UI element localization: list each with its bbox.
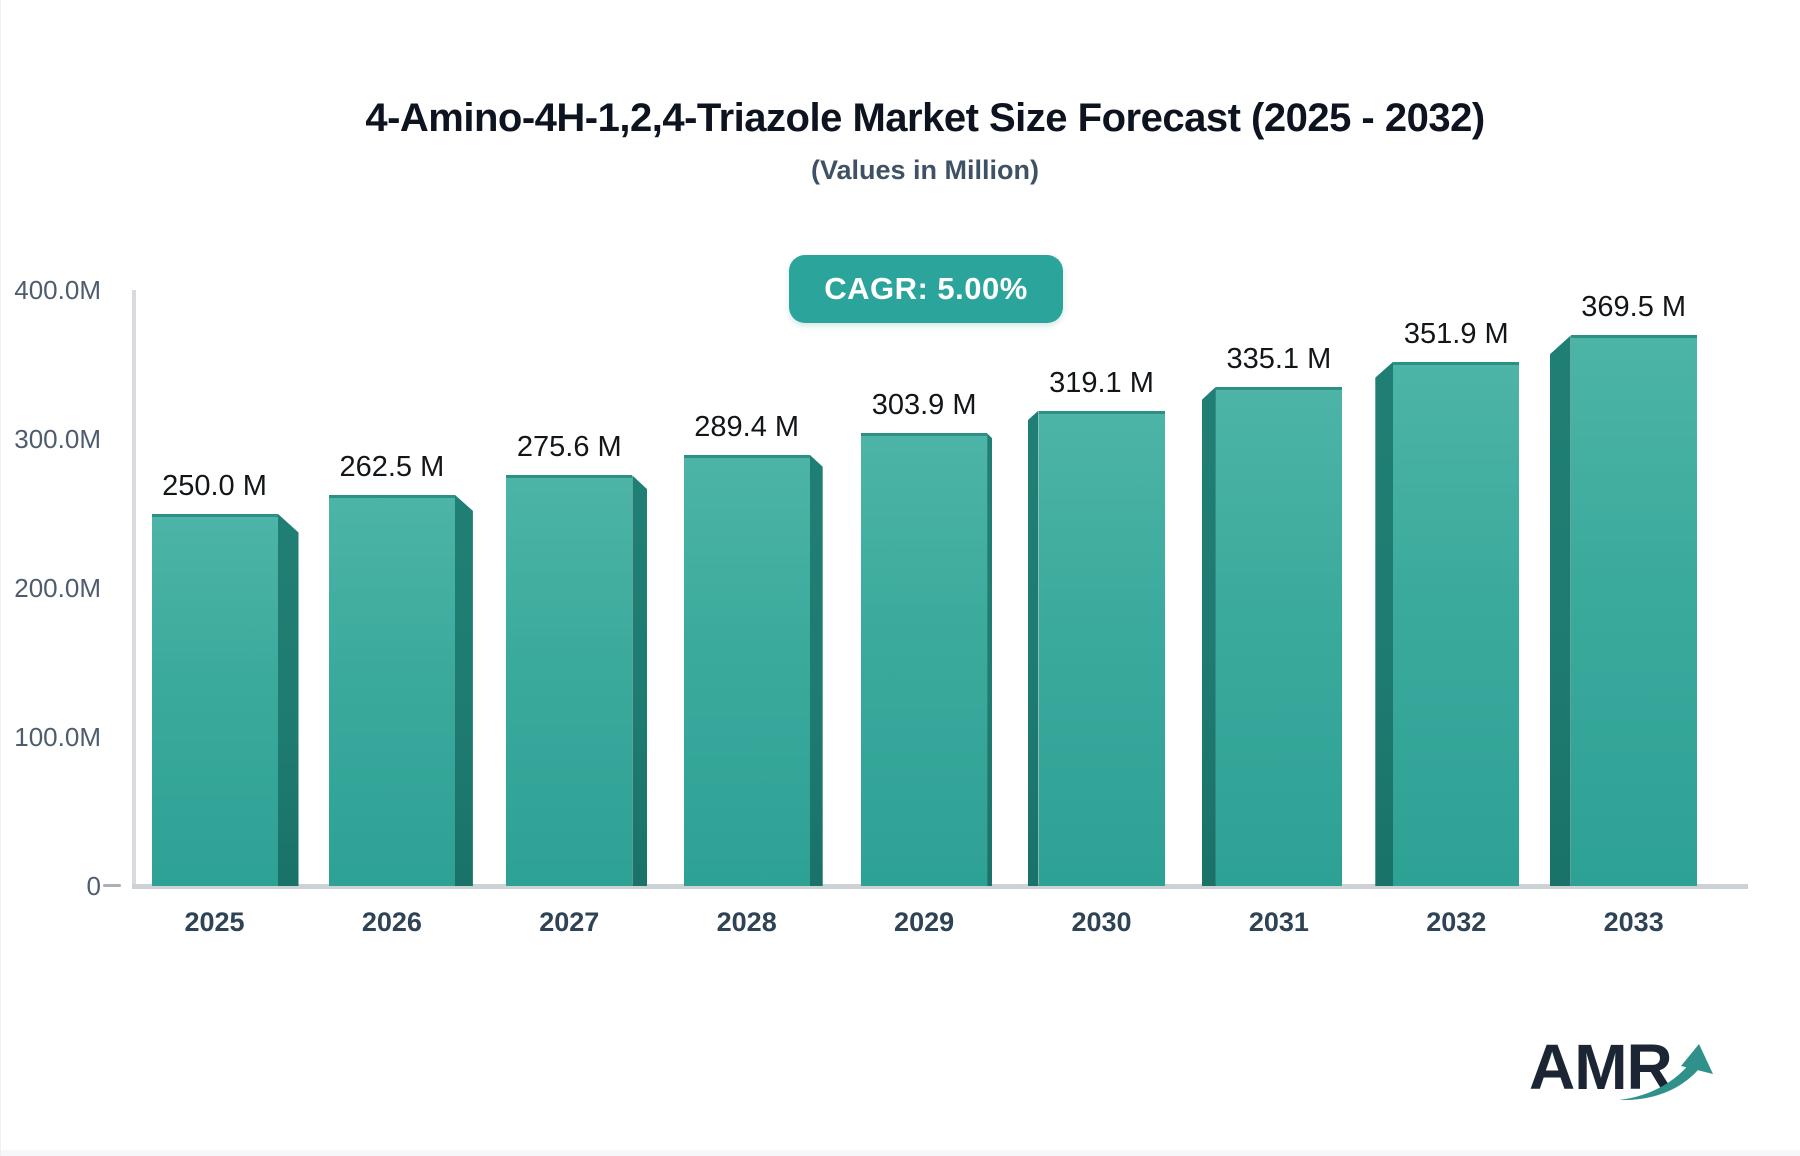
bar-side-2033 [1549,335,1571,886]
bar-value-label-2030: 319.1 M [1049,366,1154,399]
chart-header: 4-Amino-4H-1,2,4-Triazole Market Size Fo… [365,96,1485,186]
bar-value-label-2028: 289.4 M [694,410,800,443]
bar-side-2031 [1201,386,1216,886]
bar-side-2028 [809,454,823,886]
bar-2031[interactable] [1215,386,1342,886]
x-axis-label-2028: 2028 [716,907,777,937]
bar-2030[interactable] [1038,410,1165,886]
x-axis-label-2029: 2029 [894,907,955,937]
bar-side-2026 [454,494,473,886]
x-axis-line [132,884,1748,889]
bar-value-label-2032: 351.9 M [1403,317,1509,350]
bar-value-label-2026: 262.5 M [339,450,445,483]
bar-value-label-2027: 275.6 M [516,431,622,464]
bar-2027[interactable] [506,475,633,886]
bar-side-2027 [632,475,648,886]
x-axis-label-2030: 2030 [1071,907,1132,937]
x-axis-label-2025: 2025 [184,907,245,937]
bar-side-2030 [1027,410,1039,886]
y-axis-zero-tick [103,884,121,887]
y-axis-tick-label: 200.0M [14,573,101,603]
bar-2029[interactable] [861,433,988,886]
chart-subtitle: (Values in Million) [810,155,1040,185]
bar-2026[interactable] [328,494,455,886]
bar-value-label-2029: 303.9 M [871,389,977,422]
x-axis-label-2032: 2032 [1426,907,1487,937]
bar-2025[interactable] [151,513,278,886]
y-axis-tick-label: 300.0M [14,424,101,454]
y-axis-tick-label: 100.0M [14,722,101,752]
bar-side-2029 [987,433,993,886]
y-axis-tick-label: 400.0M [14,275,101,305]
bar-value-label-2025: 250.0 M [162,469,267,502]
amr-logo-text: AMR [1529,1031,1673,1103]
amr-logo: AMR [1529,1034,1714,1114]
bar-2028[interactable] [683,454,810,886]
cagr-badge: CAGR: 5.00% [789,255,1063,323]
bar-2033[interactable] [1570,335,1697,886]
y-axis-line [132,290,136,889]
x-axis-label-2033: 2033 [1603,907,1664,937]
bar-2032[interactable] [1393,361,1520,886]
cagr-badge-label: CAGR: 5.00% [824,271,1028,306]
bar-side-2032 [1375,361,1394,886]
x-axis-label-2031: 2031 [1248,907,1309,937]
y-axis-tick-label: 0 [86,871,101,901]
bar-side-2025 [277,513,299,886]
bar-value-label-2033: 369.5 M [1581,291,1687,324]
x-axis-label-2027: 2027 [539,907,600,937]
bar-value-label-2031: 335.1 M [1226,342,1332,375]
amr-logo-arrow-icon [1619,1044,1713,1101]
page-bottom-edge [1,1150,1800,1156]
chart-title: 4-Amino-4H-1,2,4-Triazole Market Size Fo… [365,96,1485,140]
x-axis-label-2026: 2026 [361,907,422,937]
